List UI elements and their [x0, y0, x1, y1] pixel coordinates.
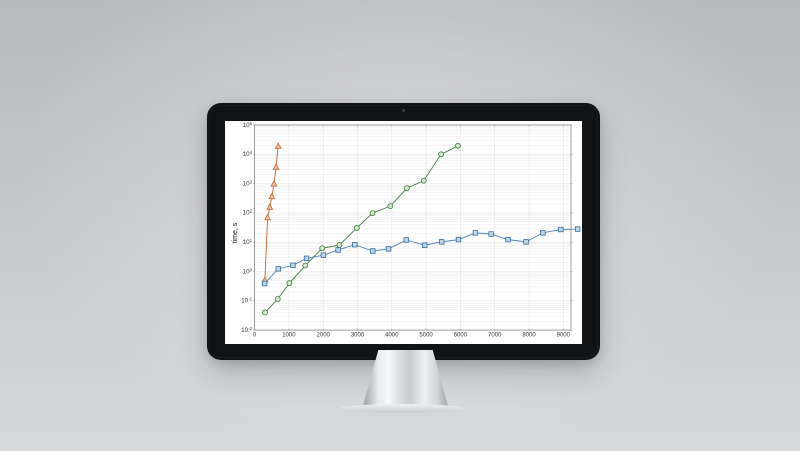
svg-text:8000: 8000 [522, 333, 536, 339]
svg-text:5000: 5000 [419, 333, 433, 339]
svg-text:2000: 2000 [317, 333, 331, 339]
svg-text:3000: 3000 [351, 333, 365, 339]
svg-text:9000: 9000 [557, 333, 571, 339]
svg-text:7000: 7000 [488, 333, 502, 339]
svg-text:4000: 4000 [385, 333, 399, 339]
svg-text:6000: 6000 [454, 333, 468, 339]
svg-text:1000: 1000 [282, 333, 296, 339]
